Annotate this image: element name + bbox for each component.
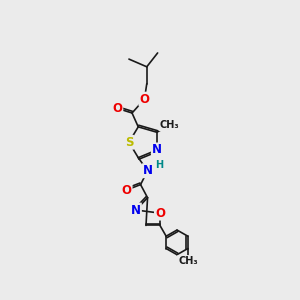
Text: CH₃: CH₃: [159, 120, 179, 130]
Text: N: N: [152, 143, 162, 157]
Text: H: H: [155, 160, 163, 170]
Text: N: N: [131, 203, 141, 217]
Text: O: O: [112, 102, 122, 115]
Text: O: O: [140, 93, 149, 106]
Text: O: O: [122, 184, 132, 196]
Text: N: N: [142, 164, 153, 177]
Text: S: S: [125, 136, 133, 149]
Text: CH₃: CH₃: [178, 256, 198, 266]
Text: O: O: [155, 207, 165, 220]
